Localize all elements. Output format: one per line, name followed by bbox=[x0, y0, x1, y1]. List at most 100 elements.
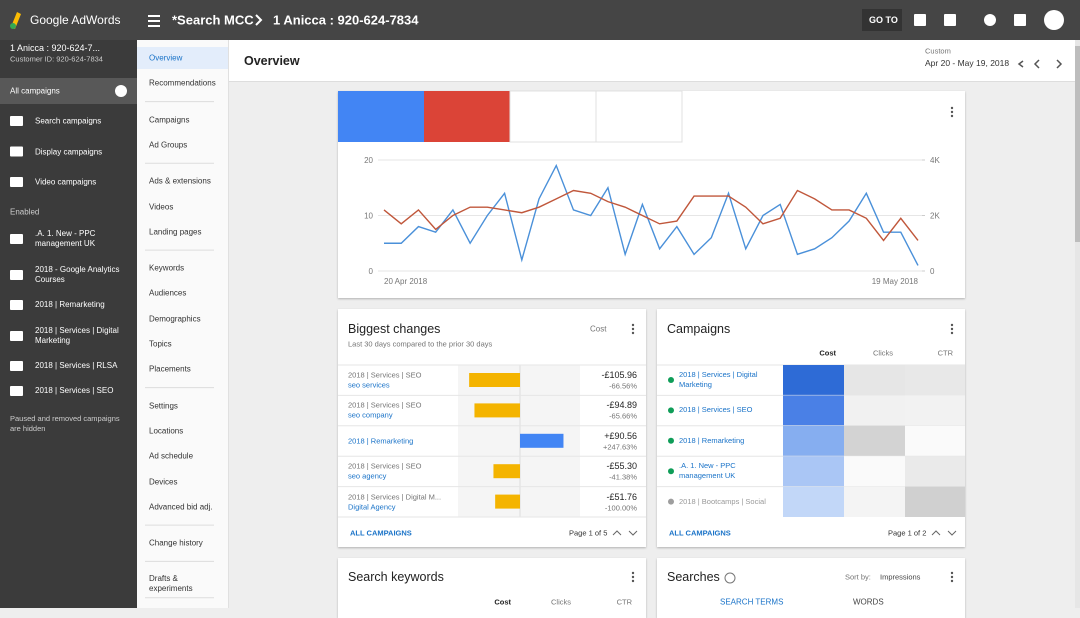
metric-name[interactable]: Impressions bbox=[434, 102, 478, 112]
metric-name[interactable]: Avg. CPC bbox=[520, 102, 555, 112]
overview-header bbox=[229, 40, 1075, 82]
account-name[interactable]: 1 Anicca : 920-624-7834 bbox=[273, 12, 419, 28]
card-title: Searches bbox=[667, 570, 720, 584]
account-path[interactable]: *Search MCC bbox=[172, 12, 254, 28]
row-ad-group[interactable]: seo company bbox=[348, 410, 393, 420]
row-campaign[interactable]: 2018 | Remarketing bbox=[348, 436, 414, 446]
campaign-name[interactable]: .A. 1. New - PPC management UK bbox=[679, 461, 736, 481]
search-keywords-card bbox=[338, 558, 646, 618]
row-ad-group[interactable]: seo agency bbox=[348, 471, 387, 481]
change-value: -£105.96 bbox=[601, 370, 637, 380]
nav-item[interactable]: Topics bbox=[149, 339, 172, 349]
cell-value: 5 bbox=[891, 466, 896, 476]
nav-item[interactable]: Overview bbox=[149, 53, 183, 63]
nav-item[interactable]: Audiences bbox=[149, 288, 187, 298]
column-header[interactable]: Clicks bbox=[551, 597, 571, 607]
metric-value: 227 bbox=[348, 120, 373, 136]
sidebar-campaign[interactable]: .A. 1. New - PPC management UK bbox=[35, 229, 96, 248]
row-campaign[interactable]: 2018 | Services | SEO bbox=[348, 461, 422, 471]
nav-active[interactable] bbox=[137, 47, 228, 69]
all-campaigns-row[interactable] bbox=[0, 78, 137, 104]
nav-item[interactable]: Advanced bid adj. bbox=[149, 502, 213, 512]
sort-select[interactable]: Impressions bbox=[880, 572, 921, 582]
change-value: +£90.56 bbox=[604, 430, 637, 441]
nav-item[interactable]: Change history bbox=[149, 538, 203, 548]
row-campaign[interactable]: 2018 | Services | SEO bbox=[348, 400, 422, 410]
nav-panel bbox=[137, 40, 229, 608]
sort-select[interactable]: Cost bbox=[590, 324, 607, 334]
column-header[interactable]: CTR bbox=[616, 597, 632, 607]
searches-card bbox=[657, 558, 965, 618]
nav-item[interactable]: Videos bbox=[149, 202, 174, 211]
nav-item[interactable]: Landing pages bbox=[149, 227, 202, 237]
card-title: Campaigns bbox=[667, 322, 731, 336]
metric-name[interactable]: Clicks bbox=[348, 102, 370, 112]
sidebar-account[interactable]: 1 Anicca : 920-624-7... bbox=[10, 43, 101, 53]
nav-item[interactable]: Drafts & experiments bbox=[149, 574, 193, 594]
product-name: Google AdWords bbox=[30, 13, 121, 27]
row-campaign[interactable]: 2018 | Services | Digital M... bbox=[348, 492, 442, 502]
all-campaigns-link[interactable]: ALL CAMPAIGNS bbox=[669, 528, 731, 538]
nav-item[interactable]: Ad schedule bbox=[149, 451, 194, 461]
tab[interactable]: SEARCH TERMS bbox=[720, 597, 784, 607]
nav-item[interactable]: Devices bbox=[149, 477, 178, 486]
cell-value: 4.79% bbox=[935, 497, 957, 507]
card-title: Search keywords bbox=[348, 570, 444, 584]
goto-button[interactable] bbox=[862, 9, 902, 31]
sidebar bbox=[0, 40, 137, 608]
campaign-type[interactable]: Display campaigns bbox=[35, 147, 103, 156]
campaign-type[interactable]: Search campaigns bbox=[35, 116, 102, 126]
campaigns-card bbox=[657, 309, 965, 547]
cell-value: 124 bbox=[883, 436, 896, 446]
goto-label[interactable]: GO TO bbox=[869, 15, 898, 25]
campaign-type[interactable]: Video campaigns bbox=[35, 177, 97, 187]
metric-value: £3.15 bbox=[520, 120, 557, 136]
campaign-name[interactable]: 2018 | Services | Digital Marketing bbox=[679, 370, 758, 389]
cell-value: 15 bbox=[887, 497, 896, 507]
all-campaigns-link[interactable]: ALL CAMPAIGNS bbox=[350, 528, 412, 538]
pager: Page 1 of 5 bbox=[569, 528, 608, 538]
campaign-name[interactable]: 2018 | Remarketing bbox=[679, 435, 745, 445]
cell-value: 1.61% bbox=[935, 466, 957, 476]
pager: Page 1 of 2 bbox=[888, 528, 927, 538]
nav-item[interactable]: Settings bbox=[149, 401, 178, 411]
nav-item[interactable]: Ads & extensions bbox=[149, 176, 211, 186]
row-ad-group[interactable]: seo services bbox=[348, 380, 390, 390]
date-range[interactable]: Apr 20 - May 19, 2018 bbox=[925, 58, 1010, 68]
column-header[interactable]: Cost bbox=[819, 348, 836, 358]
column-header[interactable]: Clicks bbox=[873, 348, 893, 358]
column-header[interactable]: Cost bbox=[494, 597, 511, 607]
cell-value: 0.20% bbox=[935, 436, 957, 446]
overview-card bbox=[338, 91, 965, 298]
column-header[interactable]: CTR bbox=[937, 348, 953, 358]
row-ad-group[interactable]: Digital Agency bbox=[348, 502, 396, 512]
sidebar-campaign[interactable]: 2018 | Remarketing bbox=[35, 300, 105, 309]
cell-value: £30.08 bbox=[812, 497, 835, 507]
campaign-name[interactable]: 2018 | Services | SEO bbox=[679, 405, 753, 415]
sidebar-campaign[interactable]: 2018 | Services | RLSA bbox=[35, 361, 118, 370]
nav-item[interactable]: Campaigns bbox=[149, 115, 190, 125]
nav-item[interactable]: Ad Groups bbox=[149, 140, 188, 150]
cell-value: £127.13 bbox=[807, 436, 835, 446]
nav-item[interactable]: Keywords bbox=[149, 263, 185, 273]
row-campaign[interactable]: 2018 | Services | SEO bbox=[348, 370, 422, 380]
change-percent: +247.63% bbox=[603, 442, 637, 452]
nav-item[interactable]: Recommendations bbox=[149, 78, 216, 88]
change-percent: -41.38% bbox=[609, 472, 637, 482]
all-campaigns[interactable]: All campaigns bbox=[10, 86, 60, 96]
customer-id: Customer ID: 920-624-7834 bbox=[10, 54, 103, 64]
sidebar-note: Paused and removed campaigns are hidden bbox=[10, 414, 120, 433]
change-percent: -65.66% bbox=[609, 411, 637, 421]
sidebar-campaign[interactable]: 2018 | Services | SEO bbox=[35, 386, 114, 395]
sidebar-campaign[interactable]: 2018 | Services | Digital Marketing bbox=[35, 326, 119, 345]
cell-value: 55 bbox=[887, 375, 896, 385]
metric-name[interactable]: Cost bbox=[606, 102, 623, 112]
tab[interactable]: WORDS bbox=[853, 597, 884, 607]
cell-value: 0.80% bbox=[935, 405, 957, 415]
metric-value: 68.3K bbox=[434, 120, 472, 136]
sidebar-campaign[interactable]: 2018 - Google Analytics Courses bbox=[35, 265, 120, 284]
campaign-name[interactable]: 2018 | Bootcamps | Social bbox=[679, 496, 766, 506]
nav-item[interactable]: Demographics bbox=[149, 314, 201, 324]
nav-item[interactable]: Placements bbox=[149, 364, 191, 374]
nav-item[interactable]: Locations bbox=[149, 426, 184, 436]
